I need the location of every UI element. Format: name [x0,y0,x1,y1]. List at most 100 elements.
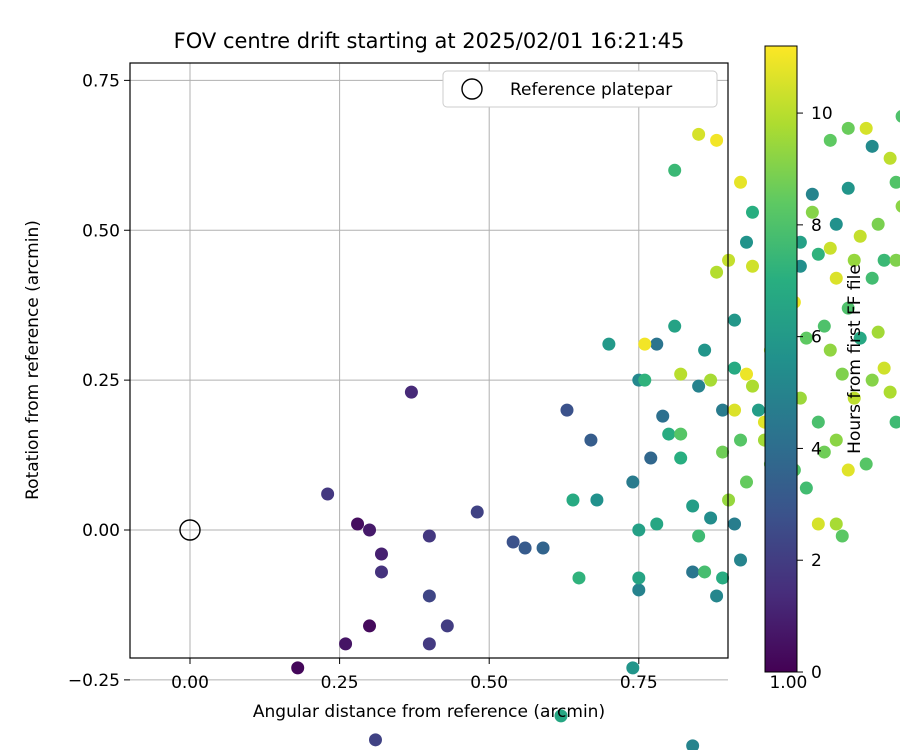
data-point [847,253,861,267]
plot-background [130,63,728,658]
data-point [751,403,765,417]
data-point [811,415,825,429]
data-point [865,271,879,285]
data-point [829,217,843,231]
y-axis-label: Rotation from reference (arcmin) [23,220,43,500]
data-point [650,337,664,351]
data-point [835,367,849,381]
data-point [728,361,742,375]
data-point [805,205,819,219]
data-point [638,373,652,387]
data-point [883,385,897,399]
legend: Reference platepar [442,70,718,108]
data-point [716,445,730,459]
data-point [422,529,436,543]
data-point [404,385,418,399]
x-tick-label: 0.00 [171,673,209,693]
data-point [871,217,885,231]
colorbar-tick-label: 6 [811,328,822,348]
data-point [560,403,574,417]
data-point [853,229,867,243]
data-point [841,121,855,135]
data-point [710,265,724,279]
data-point [841,181,855,195]
y-tick-label: 0.25 [82,371,120,391]
data-point [823,241,837,255]
y-tick-label: 0.50 [82,221,120,241]
data-point [686,739,700,750]
data-point [745,205,759,219]
data-point [728,517,742,531]
data-point [817,319,831,333]
x-tick-label: 1.00 [769,673,807,693]
data-point [650,517,664,531]
x-tick-label: 0.25 [321,673,359,693]
data-point [674,427,688,441]
data-point [740,367,754,381]
data-point [865,139,879,153]
data-point [877,253,891,267]
colorbar-label: Hours from first FF file [845,264,865,454]
data-point [692,127,706,141]
y-tick-label: 0.00 [82,521,120,541]
data-point [572,571,586,585]
data-point [835,529,849,543]
data-point [536,541,550,555]
legend-label: Reference platepar [510,80,672,100]
plot-frame [129,62,729,659]
data-point [470,505,484,519]
colorbar-tick-label: 8 [811,216,822,236]
data-point [716,403,730,417]
x-tick-label: 0.75 [620,673,658,693]
data-point [632,571,646,585]
data-point [554,709,568,723]
data-point [632,523,646,537]
data-point [363,523,377,537]
data-point [889,415,900,429]
data-point [745,259,759,273]
data-point [704,511,718,525]
data-point [602,337,616,351]
data-point [823,133,837,147]
data-point [895,200,900,213]
plot-area: 0.000.250.500.751.001.251.501.75 −0.250.… [68,62,900,750]
data-point [823,343,837,357]
data-point [374,547,388,561]
x-axis-label: Angular distance from reference (arcmin) [253,702,605,722]
data-point [351,517,365,531]
legend-box [442,70,718,108]
data-point [859,457,873,471]
data-point [740,475,754,489]
x-tick-label: 0.50 [470,673,508,693]
chart-title: FOV centre drift starting at 2025/02/01 … [174,29,685,53]
data-point [369,733,383,747]
data-point [734,553,748,567]
data-point [686,499,700,513]
data-point [883,151,897,165]
colorbar-ticks: 0 2 4 6 8 10 [797,104,833,683]
data-point [644,451,658,465]
data-point [829,271,843,285]
data-point [518,541,532,555]
colorbar-tick-label: 2 [811,551,822,571]
data-point [841,301,855,315]
data-point [841,463,855,477]
data-point [339,637,353,651]
data-point [656,409,670,423]
colorbar: 0 2 4 6 8 10 Hours from first FF file [764,45,865,683]
data-point [668,319,682,333]
data-point [877,361,891,375]
data-point [847,391,861,405]
data-point [853,331,867,345]
data-point [859,121,873,135]
data-point [799,481,813,495]
colorbar-tick-label: 0 [811,663,822,683]
data-point [734,433,748,447]
data-point [871,325,885,339]
data-point [698,343,712,357]
data-point [590,493,604,507]
data-point [817,445,831,459]
data-point [566,493,580,507]
data-point [704,373,718,387]
